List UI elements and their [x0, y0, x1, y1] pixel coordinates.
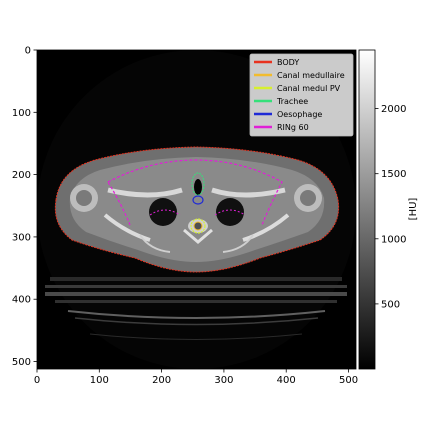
contour-oesophagus — [192, 195, 204, 205]
y-tick-label: 400 — [12, 295, 31, 306]
legend-label: Oesophage — [277, 110, 322, 119]
colorbar: 500 1000 1500 2000 [HU] — [358, 49, 419, 370]
x-tick-label: 100 — [90, 375, 109, 386]
contour-ring-inner — [149, 209, 246, 216]
legend-label: Canal medullaire — [277, 71, 345, 80]
colorbar-tick-label: 1500 — [381, 169, 406, 180]
image-frame — [36, 49, 357, 370]
contour-ring — [107, 159, 283, 226]
x-tick-label: 500 — [339, 375, 358, 386]
x-tick-label: 300 — [214, 375, 233, 386]
y-tick-label: 300 — [12, 232, 31, 243]
legend-label: RINg 60 — [277, 123, 309, 132]
y-tick-label: 500 — [12, 357, 31, 368]
y-tick-label: 100 — [12, 108, 31, 119]
contour-canal-medullaire — [193, 221, 203, 231]
legend-label: Trachee — [276, 97, 308, 106]
y-tick-label: 200 — [12, 170, 31, 181]
y-tick-label: 0 — [25, 46, 31, 57]
legend: BODY Canal medullaire Canal medul PV Trache… — [249, 53, 354, 137]
x-axis: 0 100 200 300 400 500 — [34, 369, 358, 386]
colorbar-tick-label: 500 — [381, 299, 400, 310]
contour-canal-medul-pv — [190, 218, 206, 234]
colorbar-tick-label: 2000 — [381, 104, 406, 115]
legend-label: BODY — [277, 58, 299, 67]
x-tick-label: 0 — [34, 375, 40, 386]
x-tick-label: 400 — [277, 375, 296, 386]
colorbar-gradient — [358, 49, 376, 370]
body-anatomy — [55, 147, 339, 272]
contour-trachea — [191, 172, 205, 196]
couch — [45, 277, 347, 340]
y-axis: 0 100 200 300 400 500 — [12, 46, 37, 368]
colorbar-label: [HU] — [408, 198, 419, 221]
contours — [54, 146, 340, 273]
contour-body — [54, 146, 340, 273]
colorbar-tick-label: 1000 — [381, 234, 406, 245]
legend-label: Canal medul PV — [277, 84, 341, 93]
x-tick-label: 200 — [152, 375, 171, 386]
